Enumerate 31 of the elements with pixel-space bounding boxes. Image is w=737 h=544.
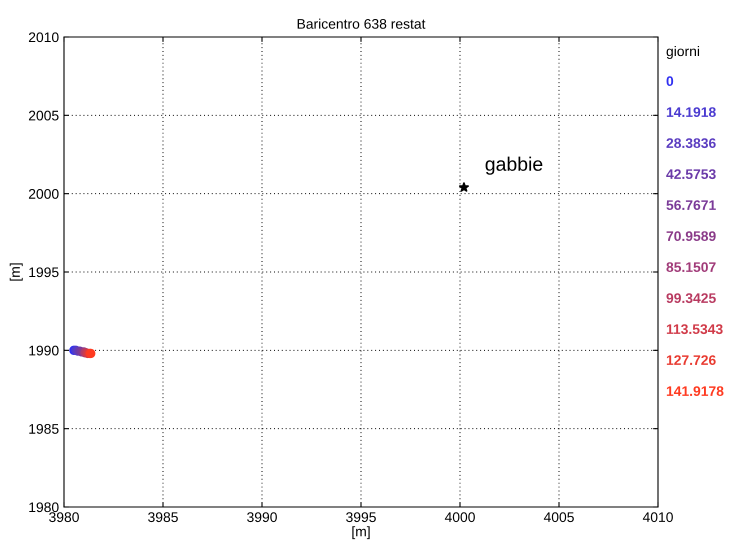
y-tick-label: 1980 (29, 502, 59, 512)
text: 113.5343 (666, 324, 723, 334)
annotation: gabbie (486, 156, 542, 175)
text: 70.9589 (666, 231, 716, 242)
y-axis-title: [m] (10, 263, 23, 281)
x-tick-label: 3990 (247, 512, 277, 522)
y-tick-label: 1995 (29, 267, 59, 278)
text: 14.1918 (666, 107, 716, 118)
legend-title: giorni (666, 46, 700, 59)
text: 127.726 (666, 355, 716, 366)
point (458, 182, 470, 192)
text: 85.1507 (666, 262, 716, 272)
y-tick-label: 2000 (28, 189, 59, 199)
y-tick-label: 1990 (29, 346, 59, 356)
text: 56.7671 (666, 200, 716, 210)
x-tick-label: 3980 (49, 512, 79, 522)
text: 42.5753 (666, 169, 716, 180)
x-tick-label: 4005 (544, 512, 574, 522)
x-tick-label: 4010 (642, 512, 673, 522)
chart-title: Baricentro 638 restat (298, 18, 426, 29)
y-tick-label: 2010 (28, 32, 59, 42)
x-tick-label: 4000 (444, 512, 475, 522)
text: 99.3425 (666, 293, 716, 304)
text: 141.9178 (666, 386, 724, 396)
y-tick-label: 1985 (29, 424, 59, 434)
text: 0 (666, 76, 674, 86)
text: 28.3836 (666, 138, 716, 148)
x-tick-label: 3995 (346, 512, 376, 522)
x-axis-title: [m] (352, 526, 370, 540)
y-tick-label: 2005 (28, 110, 59, 121)
x-tick-label: 3985 (148, 512, 178, 522)
